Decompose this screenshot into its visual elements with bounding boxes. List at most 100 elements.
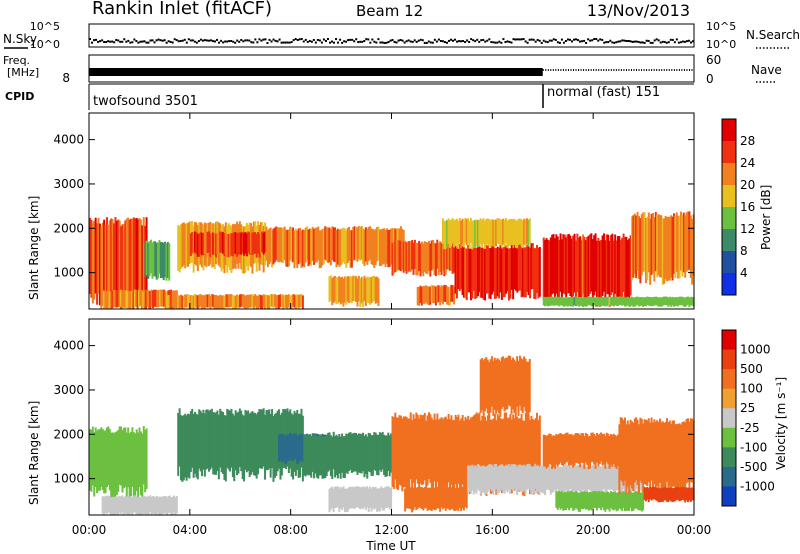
power-echo-cell bbox=[203, 232, 206, 255]
velocity-echo-cell bbox=[387, 432, 390, 471]
velocity-echo-cell bbox=[595, 466, 598, 494]
velocity-echo-cell bbox=[649, 422, 652, 491]
power-echo-cell bbox=[370, 228, 373, 265]
power-echo-cell bbox=[479, 247, 482, 298]
power-echo-cell bbox=[329, 275, 332, 301]
velocity-echo-cell bbox=[640, 492, 643, 512]
velocity-echo-cell bbox=[660, 488, 663, 502]
power-echo-cell bbox=[619, 239, 622, 305]
power-echo-cell bbox=[429, 286, 432, 305]
velocity-echo-cell bbox=[598, 433, 601, 465]
power-echo-cell bbox=[426, 286, 429, 305]
velocity-echo-cell bbox=[415, 487, 418, 510]
power-echo-cell bbox=[148, 241, 151, 277]
power-echo-cell bbox=[419, 243, 422, 277]
velocity-echo-cell bbox=[243, 415, 246, 482]
velocity-echo-cell bbox=[322, 436, 325, 479]
power-echo-cell bbox=[185, 222, 188, 267]
power-echo-cell bbox=[579, 297, 582, 306]
power-echo-cell bbox=[441, 218, 444, 244]
velocity-echo-cell bbox=[439, 418, 442, 492]
velocity-echo-cell bbox=[213, 412, 216, 475]
power-echo-cell bbox=[434, 243, 437, 277]
nsky-mark bbox=[91, 41, 94, 44]
velocity-echo-cell bbox=[581, 491, 584, 509]
velocity-echo-cell bbox=[549, 466, 552, 495]
nsky-mark bbox=[512, 38, 515, 41]
velocity-echo-cell bbox=[584, 466, 587, 494]
velocity-echo-cell bbox=[565, 492, 568, 511]
nsky-mark bbox=[272, 38, 275, 41]
velocity-echo-cell bbox=[237, 411, 240, 474]
velocity-echo-cell bbox=[471, 416, 474, 489]
velocity-echo-cell bbox=[419, 486, 422, 509]
velocity-echo-cell bbox=[91, 426, 94, 486]
nave-mark bbox=[583, 69, 585, 71]
velocity-echo-cell bbox=[154, 497, 157, 515]
power-echo-cell bbox=[153, 289, 156, 307]
power-echo-cell bbox=[587, 235, 590, 297]
power-echo-cell bbox=[538, 246, 541, 297]
power-echo-cell bbox=[271, 230, 274, 268]
power-echo-cell bbox=[104, 290, 107, 309]
velocity-echo-cell bbox=[430, 417, 433, 490]
velocity-echo-cell bbox=[654, 487, 657, 501]
velocity-echo-cell bbox=[574, 491, 577, 509]
power-echo-cell bbox=[195, 232, 198, 255]
nsky-mark bbox=[377, 38, 380, 41]
nave-mark bbox=[580, 69, 582, 71]
nsky-mark bbox=[518, 38, 521, 41]
velocity-echo-cell bbox=[320, 434, 323, 476]
power-echo-cell bbox=[376, 276, 379, 303]
nsky-mark bbox=[429, 41, 432, 44]
nsky-mark bbox=[639, 41, 642, 44]
velocity-echo-cell bbox=[104, 430, 107, 494]
velocity-echo-cell bbox=[133, 495, 136, 513]
velocity-echo-cell bbox=[157, 497, 160, 515]
nsky-mark bbox=[232, 40, 235, 43]
power-echo-cell bbox=[545, 296, 548, 306]
velocity-echo-cell bbox=[352, 486, 355, 508]
velocity-echo-cell bbox=[346, 488, 349, 512]
power-echo-cell bbox=[268, 295, 271, 309]
nsky-mark bbox=[647, 39, 650, 42]
power-echo-cell bbox=[254, 232, 257, 254]
power-echo-cell bbox=[448, 286, 451, 306]
velocity-echo-cell bbox=[175, 495, 178, 514]
power-echo-cell bbox=[600, 239, 603, 305]
nsky-mark bbox=[617, 40, 620, 43]
nsky-mark bbox=[653, 39, 656, 42]
power-echo-cell bbox=[464, 217, 467, 243]
velocity-echo-cell bbox=[593, 491, 596, 508]
nsky-mark bbox=[369, 41, 372, 44]
velocity-echo-cell bbox=[416, 414, 419, 484]
velocity-echo-cell bbox=[392, 417, 395, 489]
nsky-mark bbox=[504, 41, 507, 44]
nave-mark bbox=[661, 69, 663, 71]
colorbar-swatch bbox=[722, 330, 736, 351]
velocity-echo-cell bbox=[566, 432, 569, 462]
nsky-mark bbox=[496, 41, 499, 44]
nsky-mark bbox=[195, 41, 198, 44]
power-echo-cell bbox=[126, 291, 129, 309]
velocity-echo-cell bbox=[493, 463, 496, 490]
nsky-mark bbox=[439, 39, 442, 42]
power-echo-cell bbox=[581, 234, 584, 294]
velocity-echo-cell bbox=[612, 492, 615, 511]
nsky-mark bbox=[655, 38, 658, 41]
velocity-echo-cell bbox=[503, 358, 506, 412]
power-echo-cell bbox=[304, 227, 307, 263]
power-echo-cell bbox=[237, 295, 240, 309]
power-echo-cell bbox=[121, 224, 124, 307]
velocity-echo-cell bbox=[563, 466, 566, 494]
velocity-echo-cell bbox=[661, 488, 664, 503]
velocity-echo-cell bbox=[206, 409, 209, 469]
power-echo-cell bbox=[546, 297, 549, 307]
power-echo-cell bbox=[217, 231, 220, 254]
velocity-echo-cell bbox=[167, 495, 170, 514]
power-echo-cell bbox=[89, 217, 92, 295]
power-echo-cell bbox=[567, 234, 570, 294]
power-echo-cell bbox=[454, 219, 457, 247]
power-echo-cell bbox=[264, 231, 267, 253]
cpid-strip: CPID twofsound 3501 normal (fast) 151 bbox=[5, 83, 694, 110]
